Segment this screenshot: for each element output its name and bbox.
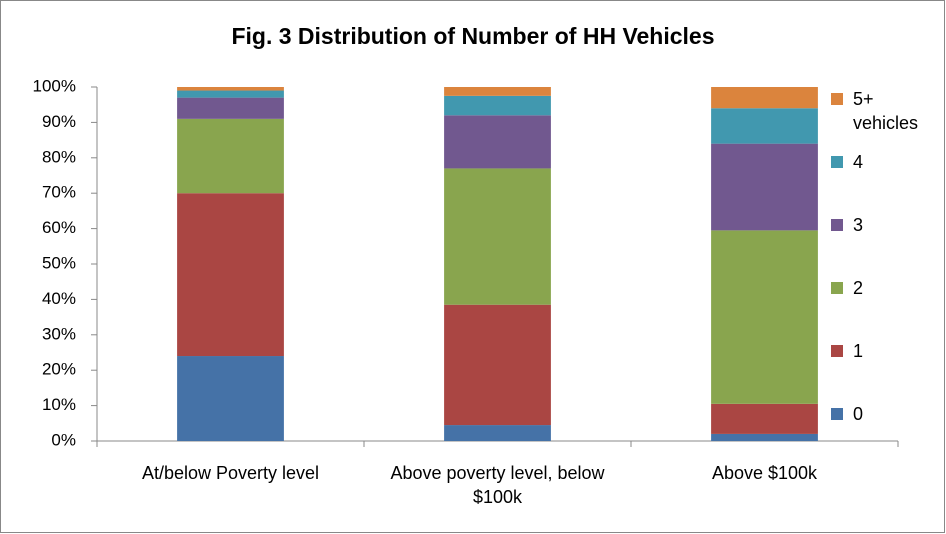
bar-segment xyxy=(444,304,551,426)
y-tick-label: 70% xyxy=(42,183,76,202)
legend-swatch xyxy=(831,282,843,294)
y-tick-label: 60% xyxy=(42,218,76,237)
bar-segment xyxy=(444,168,551,305)
y-tick-label: 10% xyxy=(42,395,76,414)
bar-segment xyxy=(177,118,284,194)
legend-swatch xyxy=(831,345,843,357)
bar-segment xyxy=(711,433,818,441)
bar-segment xyxy=(711,403,818,434)
bar-segment xyxy=(444,95,551,116)
x-tick-label: Above $100k xyxy=(711,463,818,483)
legend-swatch xyxy=(831,408,843,420)
bar-segment xyxy=(177,193,284,357)
y-tick-label: 80% xyxy=(42,147,76,166)
bar-segment xyxy=(711,87,818,109)
legend-label: 3 xyxy=(853,215,864,235)
legend-label: 4 xyxy=(853,152,864,172)
y-tick-label: 30% xyxy=(42,324,76,343)
bar-segment xyxy=(711,143,818,231)
legend-label: 2 xyxy=(853,278,864,298)
y-tick-label: 100% xyxy=(33,76,76,95)
legend-label: 0 xyxy=(853,404,864,424)
y-tick-label: 20% xyxy=(42,360,76,379)
bar-segment xyxy=(177,87,284,91)
chart-title: Fig. 3 Distribution of Number of HH Vehi… xyxy=(231,23,714,49)
bar-segment xyxy=(177,356,284,441)
x-tick-label: Above poverty level, below $100k xyxy=(390,463,605,507)
y-tick-label: 0% xyxy=(51,430,76,449)
y-tick-label: 40% xyxy=(42,289,76,308)
legend-label: 5+ vehicles xyxy=(853,89,919,133)
bar-segment xyxy=(177,97,284,119)
bar-segment xyxy=(711,230,818,404)
y-tick-label: 50% xyxy=(42,253,76,272)
bar-segment xyxy=(444,115,551,169)
bar-segment xyxy=(444,425,551,441)
legend-swatch xyxy=(831,219,843,231)
legend-label: 1 xyxy=(853,341,864,361)
bar-segment xyxy=(177,90,284,98)
bar-segment xyxy=(444,87,551,96)
legend-swatch xyxy=(831,156,843,168)
bar-segment xyxy=(711,108,818,144)
x-tick-label: At/below Poverty level xyxy=(141,463,320,483)
y-tick-label: 90% xyxy=(42,112,76,131)
legend-swatch xyxy=(831,93,843,105)
